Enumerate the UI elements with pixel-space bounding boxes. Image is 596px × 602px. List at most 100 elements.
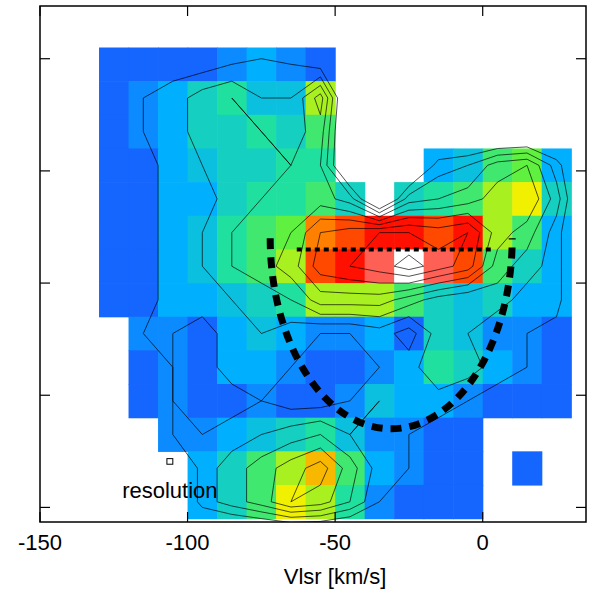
x-tick-label: 0: [477, 530, 489, 555]
x-tick: [39, 6, 40, 16]
cell: [542, 350, 572, 384]
frame: [40, 6, 586, 522]
cell: [512, 249, 542, 283]
cell: [365, 418, 395, 452]
y-tick: [576, 170, 586, 171]
cell: [424, 148, 454, 182]
contour: [188, 77, 561, 517]
cell: [217, 384, 247, 418]
cell: [306, 485, 336, 519]
y-tick: [576, 282, 586, 283]
cell: [394, 182, 424, 216]
cell: [542, 283, 572, 317]
x-tick: [187, 6, 188, 16]
cell: [335, 485, 365, 519]
x-tick: [187, 512, 188, 522]
x-tick: [335, 6, 336, 16]
cell: [276, 115, 306, 149]
cell: [453, 249, 483, 283]
cell: [453, 451, 483, 485]
cell: [542, 384, 572, 418]
cell: [99, 148, 129, 182]
y-tick: [40, 395, 50, 396]
cell: [335, 216, 365, 250]
cell: [453, 216, 483, 250]
cell: [394, 249, 424, 283]
x-tick-label: -100: [166, 530, 210, 555]
arc-annotation: [270, 238, 512, 429]
cell: [424, 485, 454, 519]
contour: [232, 85, 551, 512]
chart: -150-100-500Vlsr [km/s]resolution: [0, 0, 596, 602]
y-tick: [40, 170, 50, 171]
cell: [158, 115, 188, 149]
cell: [276, 182, 306, 216]
x-tick-label: -150: [18, 530, 62, 555]
cell: [512, 182, 542, 216]
cell: [129, 384, 159, 418]
cell: [542, 249, 572, 283]
cell: [158, 216, 188, 250]
y-tick: [576, 507, 586, 508]
cell: [158, 283, 188, 317]
cell: [365, 249, 395, 283]
cell: [188, 384, 218, 418]
cell: [158, 81, 188, 115]
cell: [276, 418, 306, 452]
cell: [483, 216, 513, 250]
cell: [158, 182, 188, 216]
cell: [188, 182, 218, 216]
x-tick: [39, 512, 40, 522]
cell: [512, 283, 542, 317]
contour: [313, 223, 480, 283]
cell: [99, 216, 129, 250]
cell: [217, 418, 247, 452]
cell: [306, 182, 336, 216]
cell: [188, 283, 218, 317]
cell: [247, 283, 277, 317]
y-tick: [40, 282, 50, 283]
cell: [424, 350, 454, 384]
cell: [99, 249, 129, 283]
cell: [99, 48, 129, 82]
cell: [247, 48, 277, 82]
cell: [129, 148, 159, 182]
y-tick: [40, 58, 50, 59]
cell: [335, 451, 365, 485]
cell: [394, 350, 424, 384]
resolution-label: resolution: [122, 478, 217, 503]
cell: [306, 283, 336, 317]
cell: [129, 249, 159, 283]
cell: [188, 317, 218, 351]
cell: [424, 182, 454, 216]
cell: [542, 148, 572, 182]
resolution-box: [167, 459, 173, 465]
cell: [129, 283, 159, 317]
line-annotation: [297, 247, 495, 251]
cell: [306, 350, 336, 384]
cell: [483, 384, 513, 418]
cell: [276, 249, 306, 283]
cell: [217, 148, 247, 182]
cell: [483, 182, 513, 216]
cell: [158, 48, 188, 82]
cell: [217, 182, 247, 216]
cell: [129, 48, 159, 82]
cell: [129, 216, 159, 250]
contour: [143, 59, 567, 522]
cell: [247, 148, 277, 182]
cell: [306, 48, 336, 82]
cell: [217, 451, 247, 485]
plot-area: [99, 48, 572, 522]
cell: [424, 451, 454, 485]
y-tick: [40, 507, 50, 508]
cell: [217, 115, 247, 149]
cell: [188, 350, 218, 384]
cell: [129, 350, 159, 384]
x-tick: [482, 512, 483, 522]
cell: [276, 451, 306, 485]
cell: [158, 249, 188, 283]
cell: [453, 283, 483, 317]
cell: [188, 115, 218, 149]
cell: [335, 283, 365, 317]
